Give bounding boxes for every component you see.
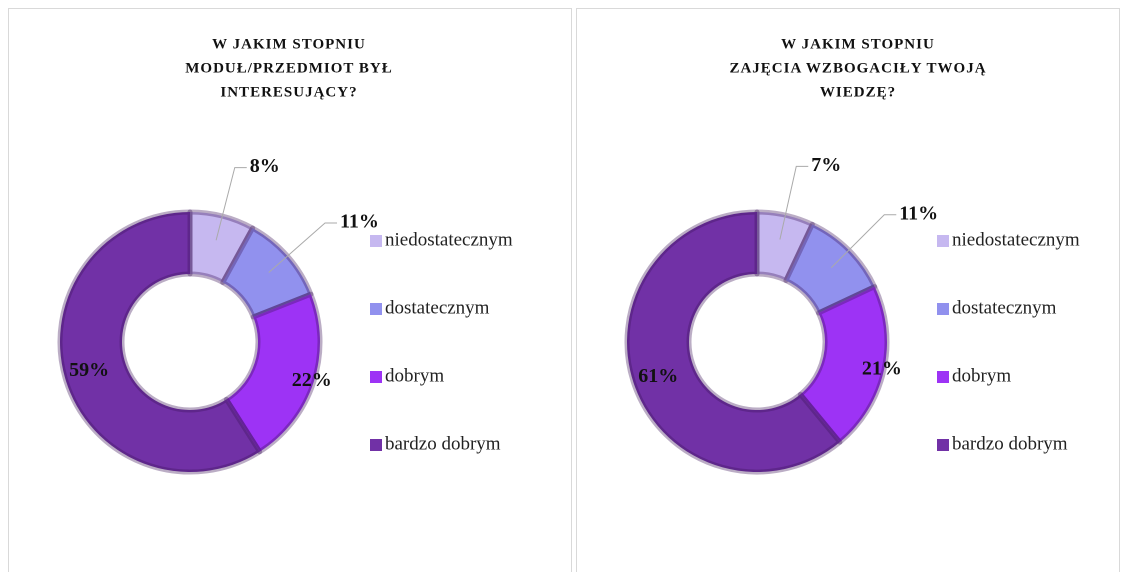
legend-swatch [370,371,382,383]
chart-title: WIEDZĘ? [820,84,896,100]
data-label: 11% [899,202,938,224]
legend-swatch [937,439,949,451]
legend-label: dobrym [385,365,444,386]
donut-segment [783,221,878,316]
legend-swatch [370,235,382,247]
legend-swatch [370,303,382,315]
legend-label: bardzo dobrym [385,433,501,454]
legend-label: niedostatecznym [952,229,1080,250]
legend-label: dobrym [952,365,1011,386]
legend-label: dostatecznym [385,297,490,318]
legend-swatch [937,235,949,247]
donut-segment [223,291,323,455]
data-label: 21% [862,358,902,380]
chart-title: ZAJĘCIA WZBOGACIŁY TWOJĄ [729,60,986,76]
panel-right [576,8,1120,572]
legend-swatch [370,439,382,451]
donut-segment [624,209,843,475]
data-label: 11% [340,211,379,233]
data-label: 61% [638,365,678,387]
legend-swatch [937,371,949,383]
panel-left [8,8,572,572]
leader-line [779,165,809,240]
legend-swatch [937,303,949,315]
leader-line [830,214,897,269]
legend-label: niedostatecznym [385,229,513,250]
chart-title: W JAKIM STOPNIU [212,36,366,52]
leader-line [268,222,338,273]
data-label: 8% [250,155,280,177]
chart-title: INTERESUJĄCY? [220,84,357,100]
data-label: 22% [292,369,332,391]
chart-title: MODUŁ/PRZEDMIOT BYŁ [185,60,393,76]
donut-segment [754,209,815,283]
donut-segment [797,284,890,445]
data-label: 59% [69,359,109,381]
donut-segment [220,225,314,320]
leader-line [215,167,247,241]
donut-segment [187,209,256,285]
chart-title: W JAKIM STOPNIU [781,36,935,52]
donut-segment [57,209,263,475]
data-label: 7% [811,154,841,176]
legend-label: dostatecznym [952,297,1057,318]
legend-label: bardzo dobrym [952,433,1068,454]
